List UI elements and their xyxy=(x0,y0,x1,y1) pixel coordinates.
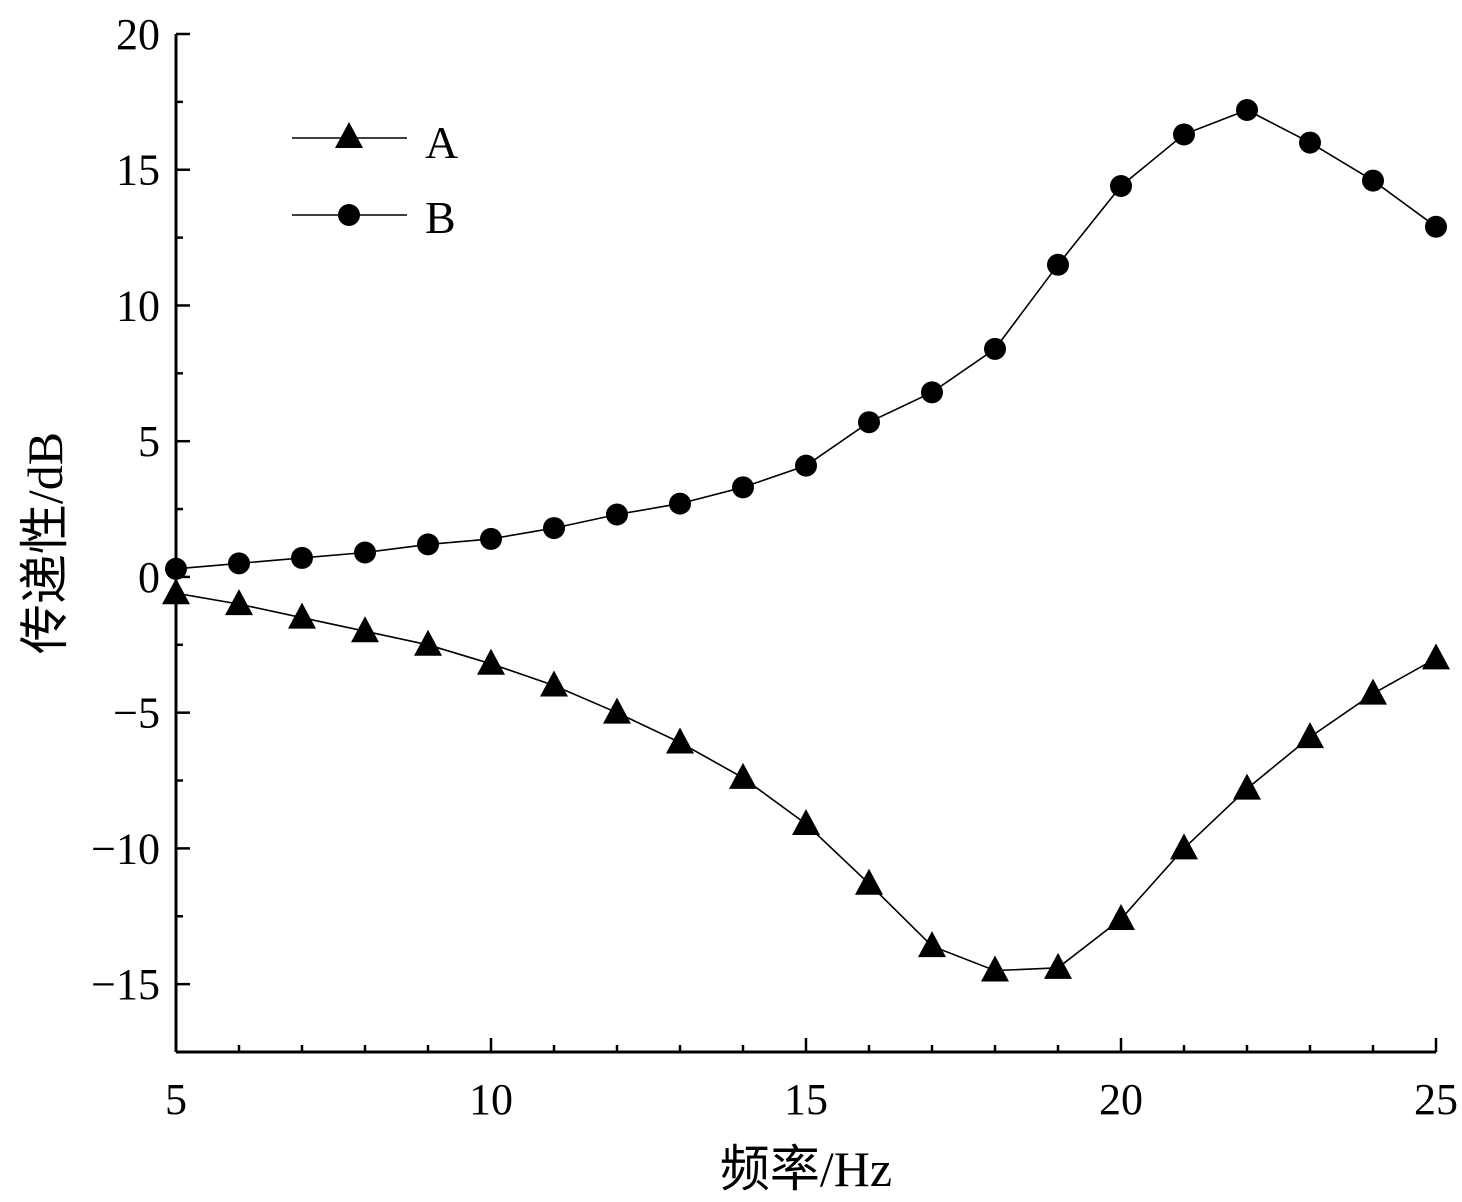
x-tick-label: 15 xyxy=(784,1075,828,1124)
series-b-point xyxy=(1299,131,1321,154)
legend: A B xyxy=(292,117,458,243)
series-b-point xyxy=(732,476,754,499)
series-b-point xyxy=(1047,253,1069,276)
series-b-point xyxy=(417,533,439,556)
series-a-point xyxy=(981,955,1009,982)
series-a-point xyxy=(729,762,757,789)
series-b-point xyxy=(228,552,250,575)
series-a-point xyxy=(225,589,253,616)
y-tick-label: 10 xyxy=(116,281,160,330)
legend-marker-b xyxy=(338,204,360,226)
series-b-point xyxy=(354,541,376,564)
series-b-point xyxy=(1425,215,1447,238)
series-b-line xyxy=(175,109,1437,570)
y-tick-label: 0 xyxy=(138,553,160,602)
series-a-point xyxy=(855,868,883,895)
series-b-point xyxy=(921,381,943,404)
series-b-point xyxy=(1236,99,1258,122)
series-b-point xyxy=(606,503,628,526)
y-tick-label: −15 xyxy=(91,960,160,1009)
y-tick-label: −5 xyxy=(113,689,160,738)
y-tick-label: −10 xyxy=(91,824,160,873)
y-tick-label: 20 xyxy=(116,10,160,59)
series-layer xyxy=(162,99,1450,982)
series-a-point xyxy=(1296,722,1324,749)
series-a-point xyxy=(1422,643,1450,670)
x-tick-label: 20 xyxy=(1099,1075,1143,1124)
series-a-point xyxy=(1233,773,1261,800)
y-tick-label: 5 xyxy=(138,417,160,466)
series-a-point xyxy=(414,629,442,656)
series-b-point xyxy=(480,527,502,550)
series-b-point xyxy=(543,517,565,540)
y-tick-label: 15 xyxy=(116,146,160,195)
series-a-point xyxy=(351,616,379,643)
series-a-point xyxy=(1170,833,1198,860)
series-b-point xyxy=(1173,123,1195,146)
series-b-point xyxy=(1362,169,1384,192)
series-b-point xyxy=(291,546,313,569)
legend-label-a: A xyxy=(425,117,458,168)
series-b-point xyxy=(669,492,691,515)
series-b-point xyxy=(858,411,880,434)
series-a-point xyxy=(477,648,505,675)
legend-item-a: A xyxy=(292,117,458,168)
series-a-point xyxy=(1107,903,1135,930)
series-a-point xyxy=(603,697,631,724)
y-axis-title: 传递性/dB xyxy=(17,432,73,654)
y-ticks: −15 −10 −5 0 5 10 15 20 xyxy=(91,10,190,1054)
legend-marker-a xyxy=(335,122,363,148)
series-a-point xyxy=(666,727,694,754)
legend-item-b: B xyxy=(292,192,456,243)
x-tick-label: 10 xyxy=(469,1075,513,1124)
series-a-point xyxy=(1359,678,1387,705)
series-a-point xyxy=(1044,952,1072,979)
series-a-point xyxy=(792,808,820,835)
series-a-point xyxy=(162,578,190,605)
x-tick-label: 5 xyxy=(165,1075,187,1124)
series-a-point xyxy=(288,602,316,629)
x-ticks: 5 10 15 20 25 xyxy=(165,1038,1458,1124)
series-b-point xyxy=(795,454,817,477)
series-b-point xyxy=(165,557,187,580)
series-b-point xyxy=(1110,175,1132,198)
legend-label-b: B xyxy=(425,192,456,243)
x-tick-label: 25 xyxy=(1414,1075,1458,1124)
x-axis-title: 频率/Hz xyxy=(720,1141,892,1197)
series-a-point xyxy=(918,931,946,958)
series-b-point xyxy=(984,337,1006,360)
series-a-point xyxy=(540,670,568,697)
